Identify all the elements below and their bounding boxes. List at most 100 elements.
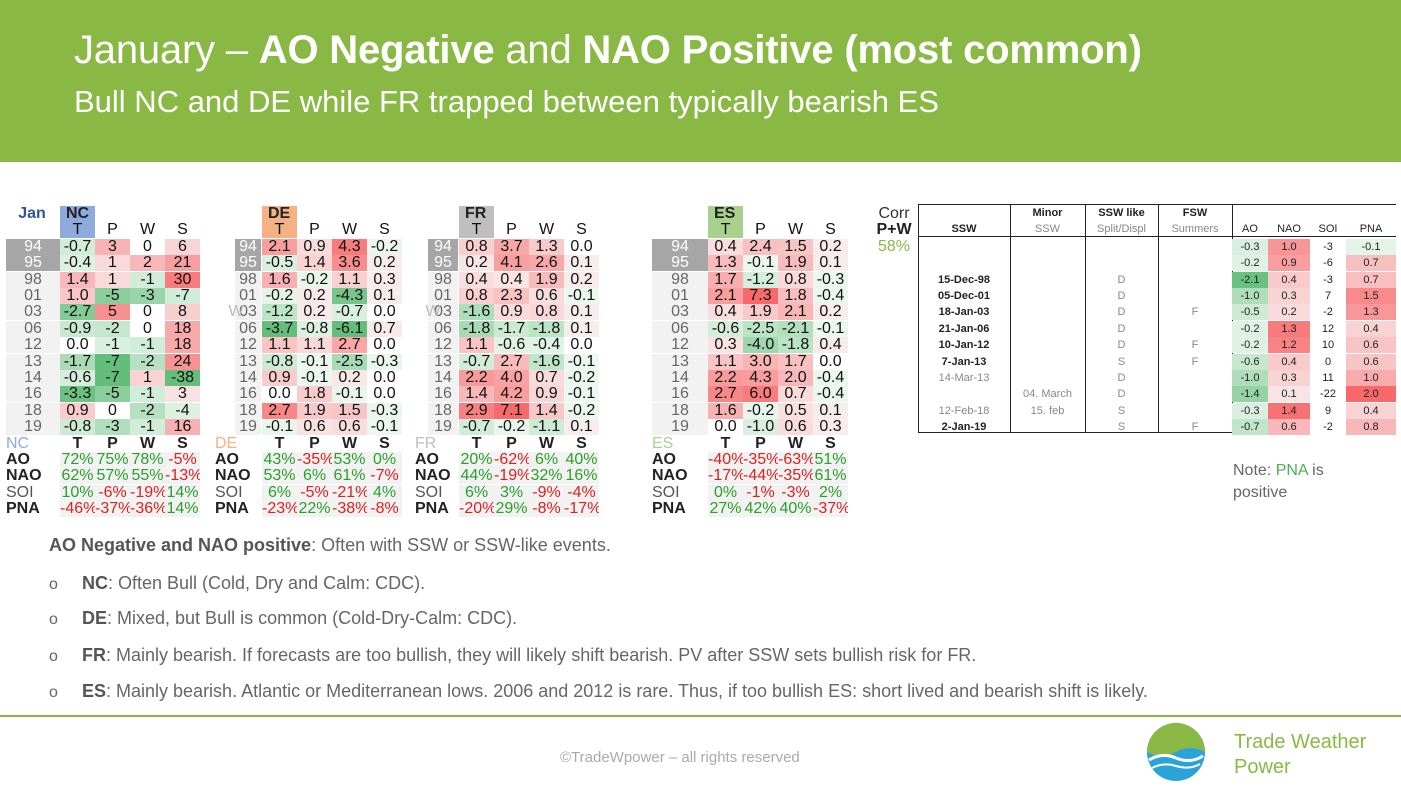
block-fr-value: -1.6 [529,353,564,370]
block-es-value: 1.8 [778,288,813,304]
block-fr-col-t: T [459,222,494,239]
ssw-index-value: -0.1 [1346,238,1396,255]
block-nc-name: NC [60,206,95,222]
ssw-index-value: 0.8 [1346,419,1396,436]
block-nc-value: -3.3 [60,386,95,403]
block-nc-value: -0.4 [60,255,95,272]
block-nc-value: 0 [95,402,130,419]
corr-row-label-nao: NAO [6,468,42,485]
block-fr-value: 0.1 [564,304,599,321]
ssw-index-value: 9 [1310,402,1346,419]
block-nc-value: -1.7 [60,353,95,370]
block-nc-value: -2 [130,353,165,370]
corr-value: -35% [297,452,332,468]
block-nc-value: 2 [130,255,165,272]
block-es-value: 0.2 [813,304,848,321]
block-de-col-w: W [341,222,358,239]
year-label: 14 [428,370,458,386]
block-es-value: -2.1 [778,320,813,337]
block-de-value: -0.8 [297,320,332,337]
block-es-col-p: P [755,222,766,239]
ssw-date: 21-Jan-06 [938,322,990,335]
ssw-minor: 15. feb [1030,404,1065,417]
block-nc-value: 24 [165,353,200,370]
corr-value: -5% [297,484,332,501]
ssw-index-value: 0.4 [1268,271,1310,288]
block-fr-value: 0.2 [564,271,599,288]
year-label: 12 [235,337,261,354]
block-de-value: 2.1 [262,238,297,255]
year-label: 98 [428,271,458,288]
block-es-value: 0.2 [813,238,848,255]
year-label: 01 [235,288,261,304]
block-de-value: -3.7 [262,320,297,337]
block-fr-value: 1.4 [529,402,564,419]
year-label: 19 [652,419,708,436]
block-fr-value: -0.7 [459,353,494,370]
block-es-value: 1.7 [778,353,813,370]
block-de-value: -0.2 [262,288,297,304]
corr-value: 22% [297,501,332,518]
ssw-index-value: 0.4 [1346,402,1396,419]
corr-value: 14% [165,484,200,501]
block-de-value: 1.4 [297,255,332,272]
corr-es-col: P [755,435,766,452]
block-nc-value: -1 [95,337,130,354]
ssw-grid-line [1010,204,1012,432]
corr-row-label-pna: PNA [652,501,686,518]
corr-es-col: W [787,435,804,452]
ssw-index-value: -3 [1310,238,1346,255]
block-de-col-p: P [309,222,320,239]
year-label: 06 [6,320,60,337]
block-es-value: 0.5 [778,402,813,419]
block-nc-value: -5 [95,386,130,403]
year-label: 16 [6,386,60,403]
block-nc-value: 21 [165,255,200,272]
block-fr-value: -0.1 [564,353,599,370]
corr-value: -9% [529,484,564,501]
ssw-minor: 04. March [1023,388,1072,401]
corr-value: -17% [708,468,743,485]
ssw-fsw: F [1191,306,1199,319]
ssw-date: 05-Dec-01 [938,290,990,302]
block-es-value: 7.3 [743,288,778,304]
block-de-value: 0.0 [262,386,297,403]
block-fr-value: -1.8 [529,320,564,337]
block-de-value: -0.1 [367,419,402,436]
corr-value: 61% [813,468,848,485]
corr-value: 32% [529,468,564,485]
corr-value: 55% [130,468,165,485]
corr-fr-label: FR [415,435,437,452]
corr-value: -21% [332,484,367,501]
block-es-value: -4.0 [743,337,778,354]
ssw-index-value: 12 [1310,320,1346,337]
page-subtitle: Bull NC and DE while FR trapped between … [74,84,939,119]
block-de-value: -0.7 [332,304,367,321]
block-de-value: -4.3 [332,288,367,304]
block-de-value: 0.1 [367,288,402,304]
corr-value: -5% [165,452,200,468]
year-label: 03 [235,304,261,321]
block-es-value: 1.7 [708,271,743,288]
block-es-col-s: S [825,222,836,239]
block-es-value: 2.7 [708,386,743,403]
corr-value: 2% [813,484,848,501]
corr-value: -4% [564,484,599,501]
block-es-value: 0.3 [708,337,743,354]
ssw-index-value: -1.0 [1232,370,1268,386]
ssw-index-value: 1.0 [1268,238,1310,255]
ssw-index-value: -1.0 [1232,288,1268,304]
block-de-value: 3.6 [332,255,367,272]
year-label: 01 [652,288,708,304]
ssw-like [1085,255,1158,271]
block-fr-value: 3.7 [494,238,529,255]
ssw-minor [1010,239,1085,255]
corr-value: 62% [60,468,95,485]
ssw-like: S [1117,421,1126,434]
block-fr-value: 7.1 [494,402,529,419]
block-es-value: 0.0 [813,353,848,370]
block-fr-value: -0.2 [564,402,599,419]
block-nc-col-p: P [107,222,118,239]
block-de-value: 4.3 [332,238,367,255]
ssw-index-value: 1.3 [1268,320,1310,337]
